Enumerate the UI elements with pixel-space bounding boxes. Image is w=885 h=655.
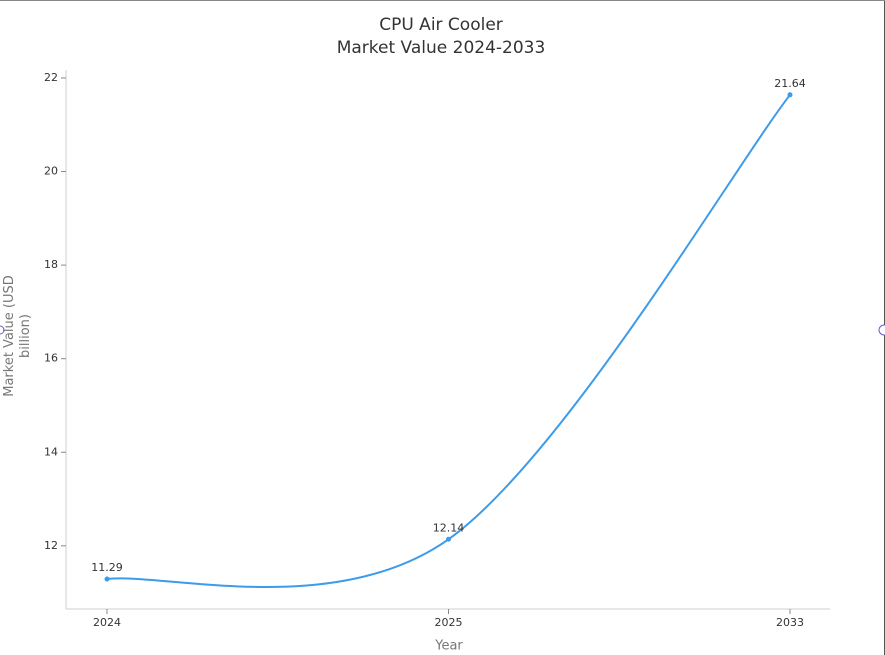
resize-handle[interactable] — [0, 325, 5, 335]
y-tick-label: 18 — [44, 258, 58, 271]
x-axis-label: Year — [434, 639, 463, 654]
value-label: 11.29 — [91, 561, 123, 574]
x-tick-label: 2025 — [435, 616, 463, 629]
y-tick-label: 14 — [44, 445, 58, 458]
chart-title: CPU Air Cooler — [379, 15, 503, 35]
x-tick-label: 2024 — [93, 616, 121, 629]
line — [106, 94, 791, 588]
value-label: 21.64 — [774, 77, 806, 90]
value-label: 12.14 — [433, 521, 465, 534]
point — [446, 536, 451, 542]
point — [104, 576, 110, 582]
y-tick-label: 22 — [44, 71, 58, 84]
chart-subtitle: Market Value 2024-2033 — [337, 38, 546, 58]
x-tick-label: 2033 — [776, 616, 804, 629]
point — [787, 92, 793, 98]
resize-handle[interactable] — [878, 324, 885, 336]
y-axis-label: Market Value (USD billion) — [2, 275, 33, 397]
y-tick-label: 20 — [44, 165, 58, 178]
y-tick-label: 16 — [44, 352, 58, 365]
y-tick-label: 12 — [44, 539, 58, 552]
